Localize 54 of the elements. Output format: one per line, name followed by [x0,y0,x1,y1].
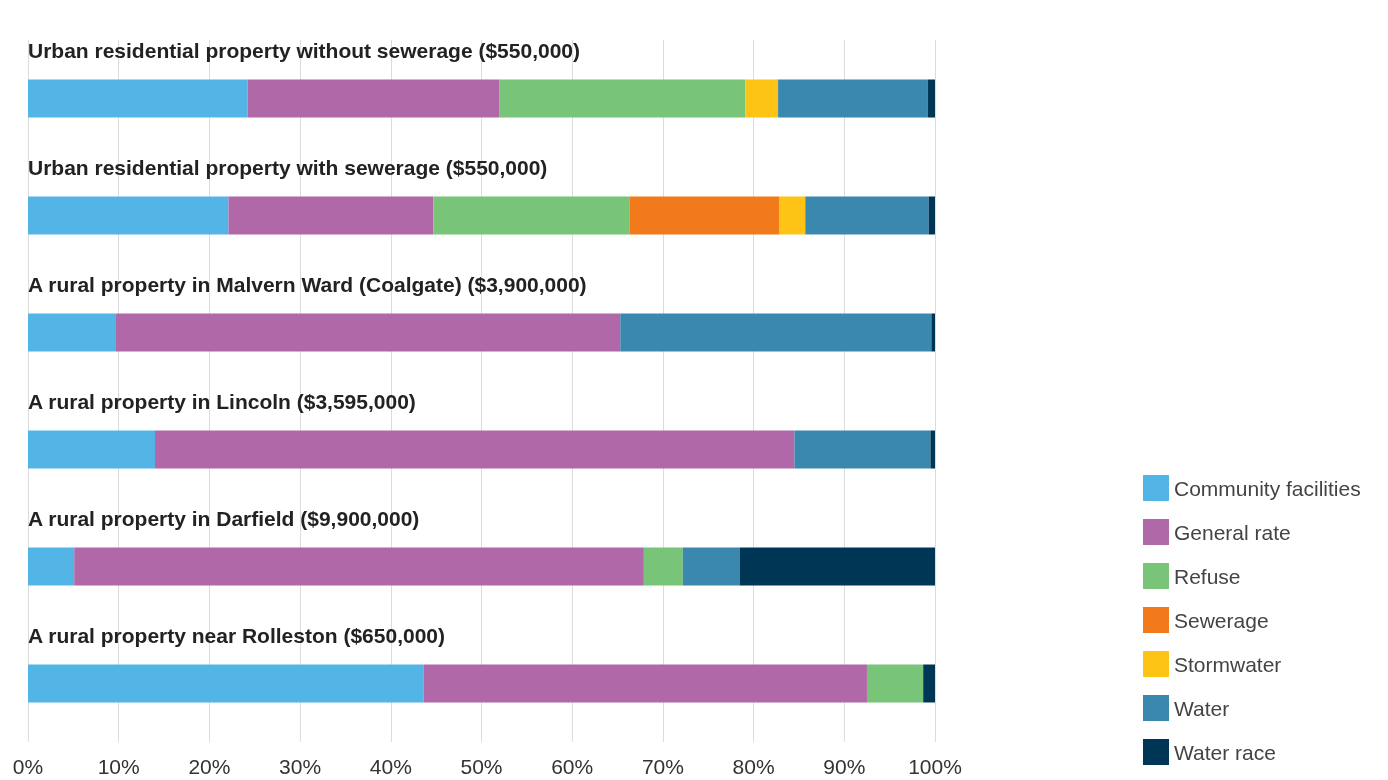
bar [923,664,935,703]
x-tick-label: 50% [460,755,503,778]
legend-label: Community facilities [1174,476,1361,500]
x-tick-label: 80% [732,755,775,778]
y-tick-label: Urban residential property with sewerage ($550,000) [28,155,548,179]
bar [778,79,928,118]
x-tick-label: 90% [823,755,866,778]
y-tick-label: A rural property near Rolleston ($650,000) [28,623,446,647]
x-tick-label: 40% [369,755,412,778]
bar [28,664,424,703]
x-tick-label: 60% [551,755,594,778]
legend-label: Water race [1174,740,1276,764]
bar [927,79,935,118]
legend-label: Sewerage [1174,608,1269,632]
bar [74,547,644,586]
y-tick-label: A rural property in Darfield ($9,900,000) [28,506,420,530]
legend-label: Refuse [1174,564,1241,588]
x-tick-label: 20% [188,755,231,778]
bar [740,547,935,586]
bar [794,430,931,469]
bar [931,313,935,352]
bar [930,430,935,469]
bar [779,196,806,235]
bar [745,79,779,118]
bar [433,196,630,235]
bar [28,196,229,235]
bar [805,196,929,235]
x-tick-label: 0% [12,755,44,778]
y-tick-label: A rural property in Lincoln ($3,595,000) [28,389,416,413]
bar [247,79,500,118]
bar [866,664,924,703]
bar [423,664,867,703]
bar [682,547,740,586]
y-tick-label: A rural property in Malvern Ward (Coalgate) ($3,900,000) [28,272,587,296]
bar [928,196,935,235]
bar [28,430,155,469]
x-tick-label: 100% [908,755,962,778]
bar [28,547,75,586]
legend-label: Stormwater [1174,652,1282,676]
bar [620,313,932,352]
legend-label: General rate [1174,520,1291,544]
bar [28,313,116,352]
x-tick-label: 10% [97,755,140,778]
bar [228,196,434,235]
bar [499,79,746,118]
x-tick-label: 70% [641,755,684,778]
bar [643,547,683,586]
legend-label: Water [1174,696,1230,720]
bar [115,313,621,352]
y-tick-label: Urban residential property without sewerage ($550,000) [28,38,581,62]
bar [154,430,795,469]
bar [629,196,779,235]
x-tick-label: 30% [279,755,322,778]
bar [28,79,248,118]
